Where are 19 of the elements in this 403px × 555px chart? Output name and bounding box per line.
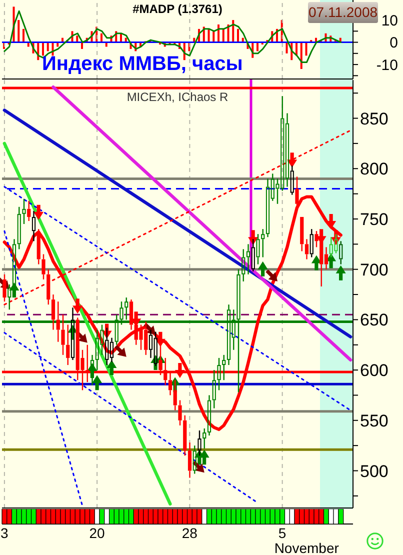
y-tick-label: -10 [376, 56, 398, 74]
annotation: 07.11.2008 [308, 4, 378, 20]
y-tick-label: 0 [390, 34, 398, 52]
y-tick-label: 700 [360, 260, 388, 280]
y-tick-label: 500 [360, 462, 388, 481]
x-tick-label: 28 [182, 525, 198, 541]
y-tick-label: 600 [360, 361, 388, 380]
y-tick-label: 800 [360, 160, 388, 179]
y-tick-label: 850 [360, 109, 388, 128]
x-tick-label: 3 [0, 525, 9, 541]
chart-title: #MADP (1.3761) [132, 2, 222, 16]
y-tick-label: 550 [360, 411, 388, 430]
y-tick-label: 10 [381, 12, 398, 30]
annotation: MICEXh, IChaos R [126, 90, 228, 104]
chart-title: Индекс ММВБ, часы [42, 53, 243, 75]
x-tick-label: 20 [89, 525, 106, 541]
x-tick-label: 5 [278, 525, 286, 541]
y-tick-label: 750 [360, 210, 388, 230]
y-tick-label: 650 [360, 310, 388, 330]
